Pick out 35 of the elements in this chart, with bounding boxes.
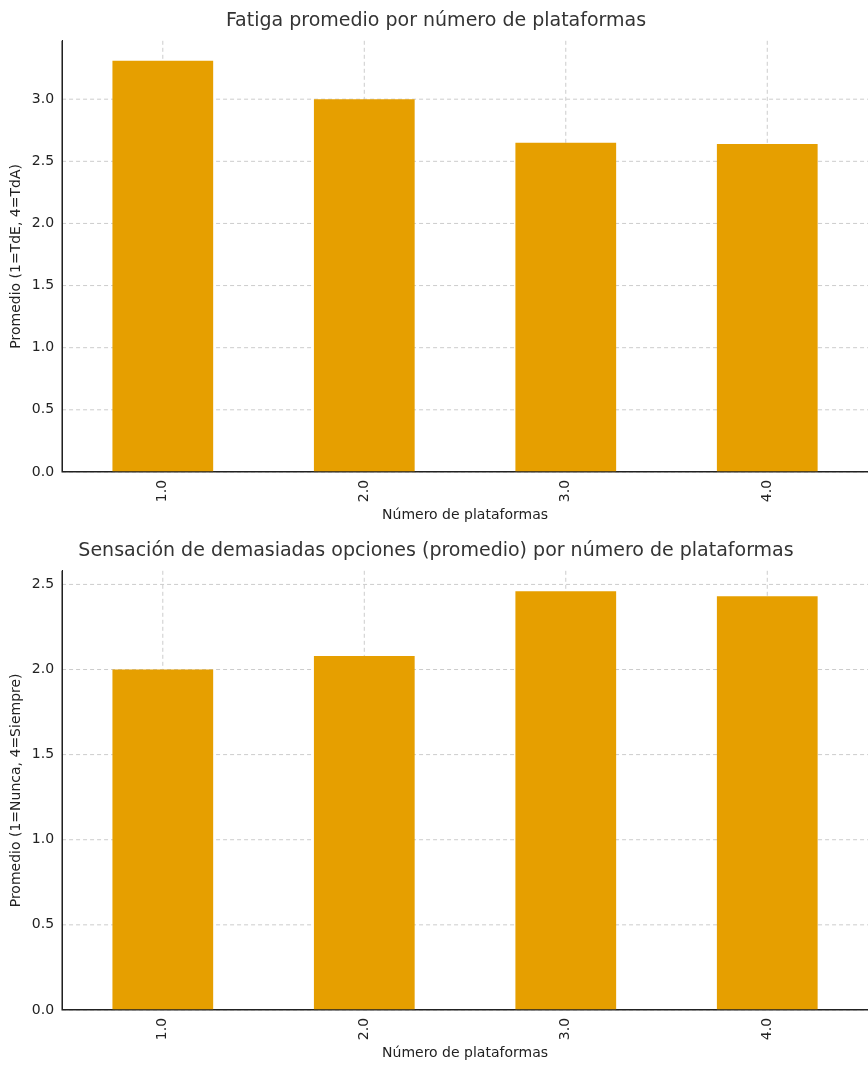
chart-title: Sensación de demasiadas opciones (promedio) por número de plataformas bbox=[78, 538, 794, 561]
x-tick-label: 4.0 bbox=[757, 479, 774, 503]
y-tick-label: 2.0 bbox=[31, 660, 55, 677]
x-tick-label: 1.0 bbox=[153, 479, 170, 503]
y-tick-label: 2.0 bbox=[31, 214, 55, 231]
bar bbox=[515, 142, 617, 472]
y-tick-label: 3.0 bbox=[31, 89, 55, 106]
x-tick-label: 2.0 bbox=[354, 1017, 371, 1041]
x-tick-label: 1.0 bbox=[153, 1017, 170, 1041]
y-tick-label: 2.5 bbox=[31, 575, 55, 592]
bar bbox=[313, 99, 415, 472]
y-tick-label: 1.5 bbox=[31, 276, 55, 293]
y-tick-label: 1.0 bbox=[31, 830, 55, 847]
bar bbox=[716, 596, 818, 1010]
bar bbox=[112, 60, 214, 472]
bar bbox=[716, 143, 818, 472]
x-axis-title: Número de plataformas bbox=[382, 1044, 549, 1061]
chart-title: Fatiga promedio por número de plataformas bbox=[225, 8, 647, 31]
y-tick-label: 1.5 bbox=[31, 745, 55, 762]
x-axis-title: Número de plataformas bbox=[382, 506, 549, 523]
y-tick-label: 0.0 bbox=[31, 1000, 55, 1017]
y-tick-label: 0.5 bbox=[31, 400, 55, 417]
x-tick-label: 3.0 bbox=[556, 1017, 573, 1041]
y-tick-label: 1.0 bbox=[31, 338, 55, 355]
bar bbox=[112, 669, 214, 1010]
y-tick-label: 0.5 bbox=[31, 915, 55, 932]
y-axis-title: Promedio (1=Nunca, 4=Siempre) bbox=[7, 673, 24, 908]
y-tick-label: 0.0 bbox=[31, 462, 55, 479]
x-tick-label: 4.0 bbox=[757, 1017, 774, 1041]
x-tick-label: 2.0 bbox=[354, 479, 371, 503]
y-axis-title: Promedio (1=TdE, 4=TdA) bbox=[7, 164, 24, 349]
x-tick-label: 3.0 bbox=[556, 479, 573, 503]
bar bbox=[313, 655, 415, 1010]
bar bbox=[515, 591, 617, 1010]
y-tick-label: 2.5 bbox=[31, 151, 55, 168]
